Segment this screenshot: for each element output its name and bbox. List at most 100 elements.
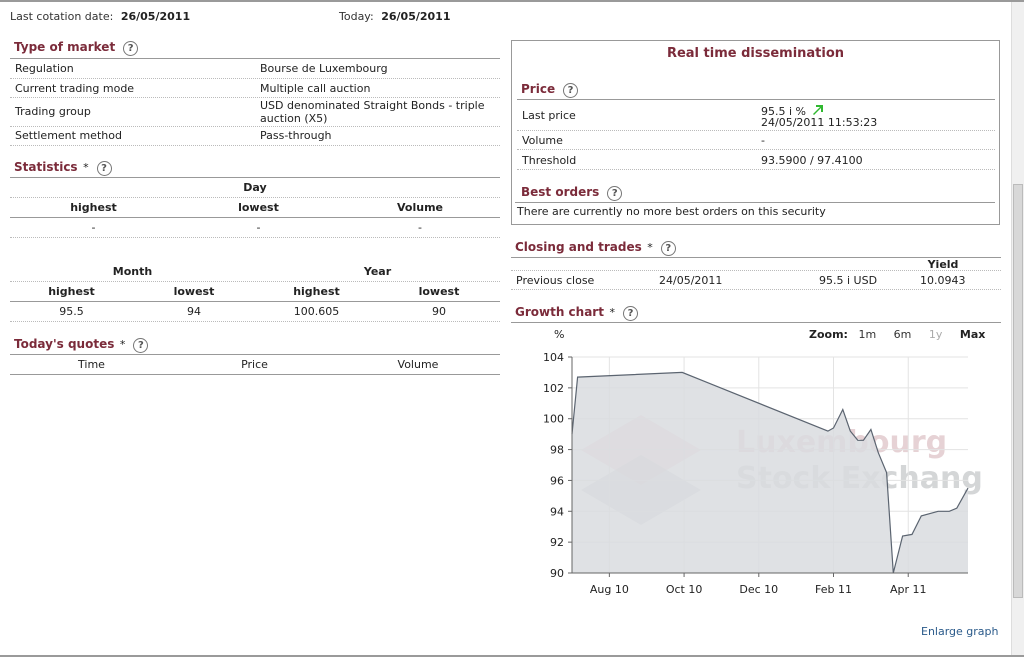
y-tick-label: 98 <box>550 444 564 457</box>
row-divider <box>10 126 500 127</box>
arrow-up-icon <box>812 105 823 115</box>
month-header: Month <box>112 265 153 278</box>
best-orders-message: There are currently no more best orders … <box>517 205 826 218</box>
day-lowest-value: - <box>256 221 261 234</box>
volume-label: Volume <box>522 134 563 147</box>
regulation-label: Regulation <box>15 62 74 75</box>
growth-heading: Growth chart *? <box>515 305 638 321</box>
scrollbar-thumb[interactable] <box>1013 184 1023 598</box>
day-highest-value: - <box>91 221 96 234</box>
growth-star: * <box>609 306 615 319</box>
quotes-price-header: Price <box>241 358 268 371</box>
quotes-time-header: Time <box>78 358 105 371</box>
divider <box>10 177 500 178</box>
yield-header: Yield <box>927 258 959 271</box>
help-icon[interactable]: ? <box>133 338 149 353</box>
x-tick-label: Feb 11 <box>815 583 852 596</box>
row-divider <box>517 169 995 170</box>
zoom-control: Zoom: 1m 6m 1y Max <box>809 328 985 341</box>
y-tick-label: 100 <box>543 413 564 426</box>
y-axis: 90 92 94 96 98 100 102 104 <box>543 351 573 580</box>
month-highest-header: highest <box>48 285 95 298</box>
todays-quotes-star: * <box>119 338 126 351</box>
x-tick-label: Oct 10 <box>666 583 703 596</box>
statistics-title: Statistics <box>14 160 78 174</box>
best-orders-title: Best orders <box>521 185 600 199</box>
last-price-value-wrap: 95.5 i % <box>761 103 826 118</box>
divider <box>511 322 1001 323</box>
y-tick-label: 96 <box>550 474 564 487</box>
previous-close-price: 95.5 i USD <box>819 274 878 287</box>
help-icon[interactable]: ? <box>123 41 139 56</box>
divider <box>10 58 500 59</box>
help-icon[interactable]: ? <box>563 83 579 98</box>
row-divider <box>10 281 500 282</box>
last-price-value: 95.5 i % <box>761 105 806 118</box>
series-area <box>572 372 968 573</box>
help-icon[interactable]: ? <box>622 306 638 321</box>
month-lowest-value: 94 <box>187 305 201 318</box>
threshold-value: 93.5900 / 97.4100 <box>761 154 863 167</box>
today-date: Today: 26/05/2011 <box>339 10 450 23</box>
closing-title: Closing and trades <box>515 240 642 254</box>
quotes-volume-header: Volume <box>397 358 439 371</box>
bottom-border <box>0 655 1024 657</box>
row-divider <box>10 78 500 79</box>
type-of-market-heading: Type of market? <box>14 40 139 56</box>
help-icon[interactable]: ? <box>660 241 676 256</box>
enlarge-graph-link[interactable]: Enlarge graph <box>921 625 999 638</box>
day-volume-value: - <box>418 221 422 234</box>
realtime-title: Real time dissemination <box>666 46 845 61</box>
zoom-1m[interactable]: 1m <box>858 328 877 341</box>
row-divider <box>10 197 500 198</box>
divider <box>10 374 500 375</box>
closing-heading: Closing and trades *? <box>515 240 676 256</box>
closing-star: * <box>647 241 653 254</box>
zoom-max[interactable]: Max <box>959 328 986 341</box>
last-price-label: Last price <box>522 109 576 122</box>
zoom-label: Zoom: <box>809 328 848 341</box>
month-highest-value: 95.5 <box>59 305 84 318</box>
price-heading: Price? <box>521 82 579 98</box>
row-divider <box>10 321 500 322</box>
volume-value: - <box>761 134 765 147</box>
divider <box>511 257 1001 258</box>
day-highest-header: highest <box>70 201 117 214</box>
trading-mode-value: Multiple call auction <box>260 82 371 95</box>
help-icon[interactable]: ? <box>607 186 623 201</box>
trading-group-label: Trading group <box>15 105 91 118</box>
row-divider <box>511 289 1001 290</box>
type-of-market-title: Type of market <box>14 40 116 54</box>
settlement-label: Settlement method <box>15 129 122 142</box>
x-axis: Aug 10 Oct 10 Dec 10 Feb 11 Apr 11 <box>572 572 968 596</box>
best-orders-heading: Best orders? <box>521 185 623 201</box>
y-tick-label: 90 <box>550 567 564 580</box>
help-icon[interactable]: ? <box>96 161 112 176</box>
row-divider <box>10 237 500 238</box>
year-lowest-value: 90 <box>432 305 446 318</box>
row-divider <box>517 149 995 150</box>
regulation-value: Bourse de Luxembourg <box>260 62 388 75</box>
x-tick-label: Aug 10 <box>590 583 629 596</box>
row-divider <box>10 97 500 98</box>
day-lowest-header: lowest <box>238 201 279 214</box>
previous-close-yield: 10.0943 <box>920 274 966 287</box>
row-divider <box>517 130 995 131</box>
y-tick-label: 92 <box>550 536 564 549</box>
todays-quotes-heading: Today's quotes *? <box>14 337 149 353</box>
chart-unit: % <box>554 328 565 341</box>
divider <box>517 99 995 100</box>
last-cotation-label: Last cotation date: <box>10 10 114 23</box>
settlement-value: Pass-through <box>260 129 332 142</box>
zoom-6m[interactable]: 6m <box>893 328 912 341</box>
row-divider <box>511 270 1001 271</box>
trading-group-value: USD denominated Straight Bonds - triple <box>260 99 485 112</box>
year-lowest-header: lowest <box>418 285 460 298</box>
growth-chart: Luxembourg Stock Exchange 90929496981001… <box>543 351 981 596</box>
top-border <box>0 0 1024 2</box>
zoom-1y[interactable]: 1y <box>928 328 943 341</box>
row-divider <box>10 145 500 146</box>
year-header: Year <box>363 265 392 278</box>
y-tick-label: 102 <box>543 382 564 395</box>
day-volume-header: Volume <box>397 201 443 214</box>
